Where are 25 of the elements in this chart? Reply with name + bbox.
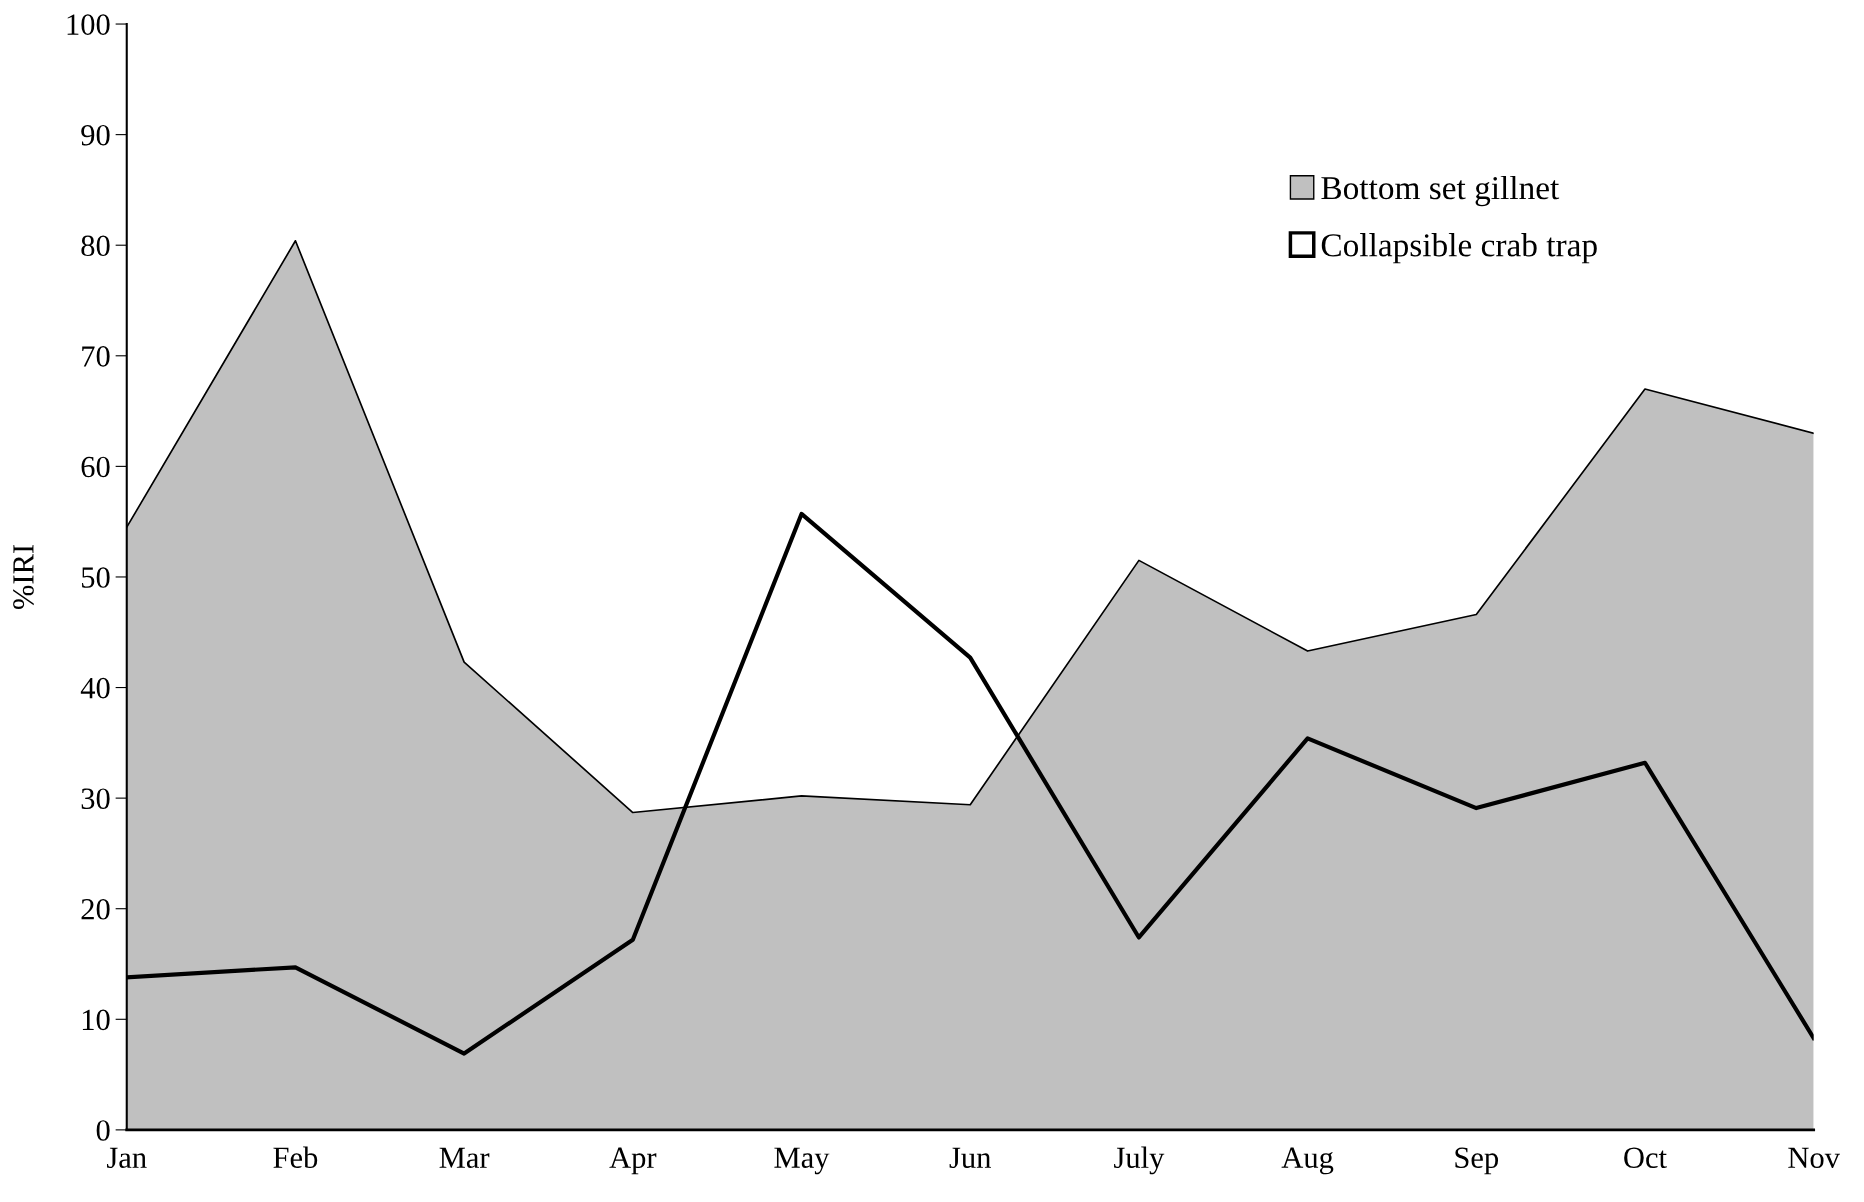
y-axis-title: %IRI xyxy=(13,544,34,610)
y-tick-label: 90 xyxy=(81,124,110,146)
x-tick-label: Feb xyxy=(273,1146,318,1169)
legend-label: Collapsible crab trap xyxy=(1321,233,1597,264)
legend-label: Bottom set gillnet xyxy=(1321,175,1560,207)
x-tick-label: Oct xyxy=(1624,1147,1667,1169)
x-tick-label: May xyxy=(774,1147,830,1175)
y-tick-label: 0 xyxy=(96,1120,110,1141)
x-tick-label: Sep xyxy=(1455,1147,1499,1175)
x-tick-label: Nov xyxy=(1788,1147,1840,1169)
x-tick-label: Jun xyxy=(949,1147,991,1169)
y-tick-label: 20 xyxy=(81,898,110,920)
x-tick-label: Mar xyxy=(439,1147,490,1169)
y-tick-label: 30 xyxy=(81,788,110,810)
x-tick-label: Jan xyxy=(107,1147,147,1169)
y-tick-label: 10 xyxy=(82,1009,110,1031)
x-tick-label: Apr xyxy=(609,1147,657,1175)
x-tick-label: Aug xyxy=(1281,1147,1334,1175)
x-tick-label: July xyxy=(1114,1146,1165,1175)
y-tick-label: 100 xyxy=(67,14,110,35)
y-tick-label: 70 xyxy=(82,346,110,367)
y-tick-label: 40 xyxy=(80,677,110,699)
y-tick-label: 80 xyxy=(81,235,110,257)
y-tick-label: 50 xyxy=(82,567,110,588)
y-tick-label: 60 xyxy=(81,456,110,478)
